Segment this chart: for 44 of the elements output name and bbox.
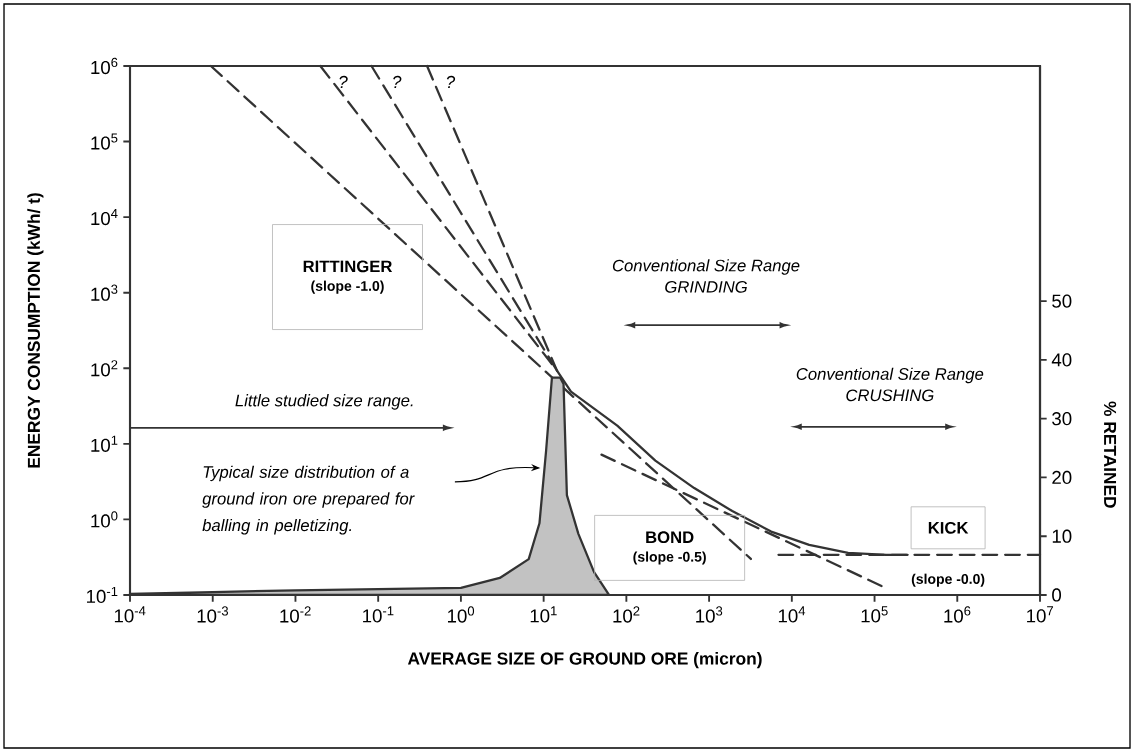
y2-tick-label: 50	[1052, 294, 1072, 308]
y-tick-label: 10$^{1}$	[91, 435, 118, 452]
y-tick-label: 10$^{0}$	[91, 511, 118, 528]
x-tick-label: 10$^{-4}$	[114, 606, 146, 623]
annotation: (slope -0.0)	[911, 573, 985, 587]
y-tick-label: 10$^{3}$	[91, 284, 118, 301]
x-tick-label: 10$^{-1}$	[363, 606, 394, 623]
annotation: Typical size distribution of a ground iron ore prepared for balling in pelletizing.	[202, 465, 415, 535]
annotation: KICK	[928, 521, 969, 534]
x-tick-label: 10$^{7}$	[1027, 606, 1054, 623]
x-axis-title: AVERAGE SIZE OF GROUND ORE (micron)	[407, 651, 762, 669]
x-tick-label: 10$^{1}$	[530, 606, 557, 623]
x-tick-label: 10$^{4}$	[778, 606, 806, 623]
y2-tick-label: 10	[1052, 529, 1072, 543]
annotation: CRUSHING	[846, 389, 934, 402]
x-tick-label: 10$^{-3}$	[197, 606, 229, 623]
y2-tick-label: 0	[1052, 588, 1062, 602]
x-tick-label: 10$^{5}$	[861, 606, 888, 623]
x-tick-label: 10$^{-2}$	[280, 606, 311, 623]
y-tick-label: 10$^{5}$	[91, 133, 118, 150]
y2-axis-title: % RETAINED	[1103, 401, 1117, 508]
y-tick-label: 10$^{6}$	[91, 57, 118, 75]
x-tick-label: 10$^{0}$	[447, 606, 475, 623]
y2-tick-label: 30	[1052, 412, 1072, 426]
annotation: ?	[339, 75, 348, 88]
annotation: RITTINGER	[303, 260, 393, 273]
annotation: Conventional Size Range	[612, 259, 800, 275]
annotation: Little studied size range.	[235, 394, 413, 410]
x-tick-label: 10$^{6}$	[944, 606, 971, 623]
annotation: BOND	[646, 531, 694, 544]
annotation: ?	[446, 75, 456, 88]
annotation: Conventional Size Range	[796, 367, 984, 384]
y-tick-label: 10$^{2}$	[91, 360, 118, 377]
x-tick-label: 10$^{2}$	[613, 606, 640, 623]
y2-tick-label: 40	[1051, 353, 1072, 367]
y2-tick-label: 20	[1052, 470, 1072, 485]
y-tick-label: 10$^{-1}$	[87, 586, 118, 604]
annotation: (slope -1.0)	[311, 280, 384, 294]
y-tick-label: 10$^{4}$	[91, 209, 118, 226]
y-axis-title: ENERGY CONSUMPTION (kWh/ t)	[27, 193, 44, 468]
annotation: GRINDING	[665, 281, 747, 293]
annotation: (slope -0.5)	[633, 551, 706, 565]
annotation: ?	[393, 75, 402, 88]
x-tick-label: 10$^{3}$	[696, 606, 723, 623]
